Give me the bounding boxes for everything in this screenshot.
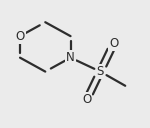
Text: O: O	[109, 37, 118, 50]
Text: N: N	[66, 51, 75, 64]
Text: O: O	[82, 93, 92, 106]
Text: S: S	[97, 65, 104, 78]
Text: O: O	[15, 30, 25, 43]
